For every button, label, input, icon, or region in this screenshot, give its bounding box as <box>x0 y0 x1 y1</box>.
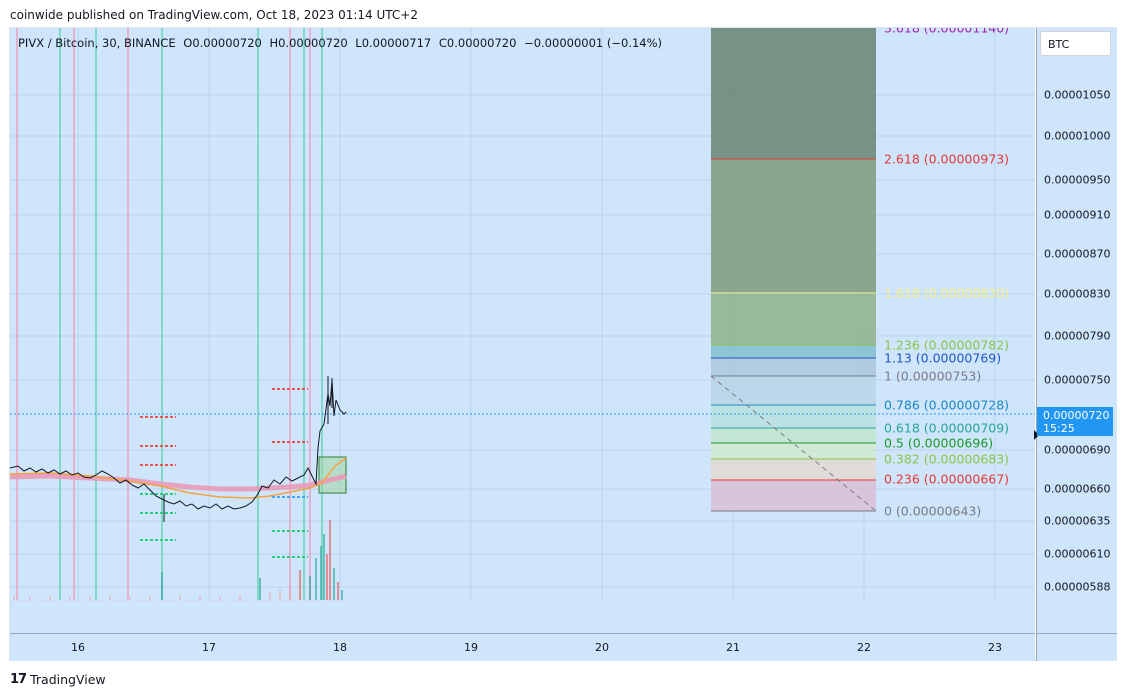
price-tick: 0.00001000 <box>1044 129 1111 143</box>
time-axis[interactable] <box>10 633 1035 661</box>
time-tick: 20 <box>595 641 609 654</box>
brand-name: TradingView <box>30 672 106 687</box>
chart-plot-area[interactable] <box>10 28 1035 600</box>
price-tick: 0.00000635 <box>1044 514 1111 528</box>
time-tick: 16 <box>71 641 85 654</box>
fibonacci-lines <box>710 158 877 512</box>
price-wicks <box>163 376 333 522</box>
fib-label-0382: 0.382 (0.00000683) <box>884 451 1010 467</box>
volume-pane <box>10 600 1035 633</box>
legend-high: H0.00000720 <box>269 36 348 50</box>
time-tick: 23 <box>988 641 1002 654</box>
fib-label-1: 1 (0.00000753) <box>884 368 982 384</box>
last-price-value: 0.00000720 <box>1043 409 1110 422</box>
legend-change: −0.00000001 (−0.14%) <box>524 36 663 50</box>
currency-button[interactable]: BTC <box>1040 31 1111 56</box>
time-tick: 17 <box>202 641 216 654</box>
price-tick: 0.00000830 <box>1044 287 1111 301</box>
bar-countdown: 15:25 <box>1043 422 1075 435</box>
price-series <box>10 379 347 510</box>
symbol-legend[interactable]: PIVX / Bitcoin, 30, BINANCE O0.00000720 … <box>18 36 666 50</box>
symbol-title[interactable]: PIVX / Bitcoin, 30, BINANCE <box>18 36 176 50</box>
fib-label-2618: 2.618 (0.00000973) <box>884 151 1010 167</box>
fib-label-0236: 0.236 (0.00000667) <box>884 471 1010 487</box>
fib-label-1236: 1.236 (0.00000782) <box>884 337 1010 353</box>
last-price-pointer <box>1034 430 1039 440</box>
fib-label-113: 1.13 (0.00000769) <box>884 350 1002 366</box>
legend-open: O0.00000720 <box>183 36 262 50</box>
fib-label-05: 0.5 (0.00000696) <box>884 435 994 451</box>
axis-corner <box>1036 633 1117 661</box>
fib-label-3618: 3.618 (0.00001140) <box>884 20 1010 36</box>
price-tick: 0.00000588 <box>1044 580 1111 594</box>
time-tick: 22 <box>857 641 871 654</box>
tradingview-logo-icon: 17 <box>10 672 27 687</box>
tradingview-brand[interactable]: 17 TradingView <box>10 672 106 687</box>
price-tick: 0.00000870 <box>1044 247 1111 261</box>
fibonacci-zones <box>711 28 876 511</box>
publish-attribution: coinwide published on TradingView.com, O… <box>10 8 418 22</box>
time-tick: 21 <box>726 641 740 654</box>
time-tick: 19 <box>464 641 478 654</box>
fib-label-0786: 0.786 (0.00000728) <box>884 397 1010 413</box>
price-tick: 0.00000750 <box>1044 373 1111 387</box>
price-tick: 0.00001050 <box>1044 88 1111 102</box>
price-tick: 0.00000950 <box>1044 173 1111 187</box>
legend-low: L0.00000717 <box>355 36 432 50</box>
time-tick: 18 <box>333 641 347 654</box>
price-tick: 0.00000790 <box>1044 329 1111 343</box>
fib-label-1618: 1.618 (0.00000830) <box>884 285 1010 301</box>
fib-label-0: 0 (0.00000643) <box>884 503 982 519</box>
legend-close: C0.00000720 <box>438 36 517 50</box>
price-tick: 0.00000690 <box>1044 443 1111 457</box>
last-price-tag: 0.00000720 15:25 <box>1037 407 1113 436</box>
level-markers <box>140 388 308 558</box>
volume-histogram <box>13 520 343 600</box>
price-tick: 0.00000910 <box>1044 208 1111 222</box>
session-markers <box>16 28 323 600</box>
price-axis[interactable] <box>1036 28 1117 633</box>
price-tick: 0.00000660 <box>1044 482 1111 496</box>
price-tick: 0.00000610 <box>1044 547 1111 561</box>
moving-average-orange <box>10 457 347 499</box>
fib-label-0618: 0.618 (0.00000709) <box>884 420 1010 436</box>
